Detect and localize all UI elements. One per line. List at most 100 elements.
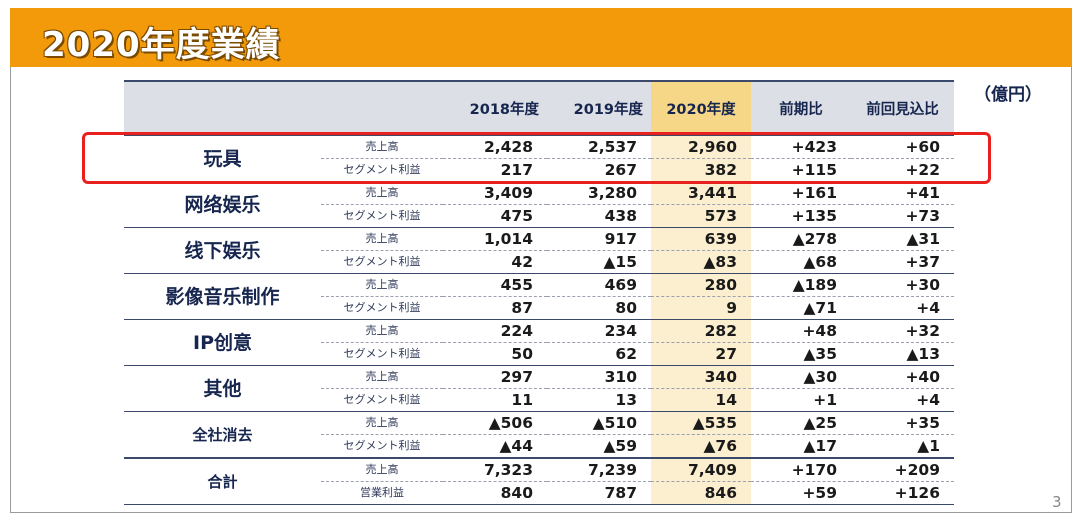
header-vs-forecast: 前回見込比 [851, 80, 954, 136]
cell-vs-forecast: +30 [851, 273, 954, 297]
cell-2018: 2,428 [443, 135, 547, 159]
cell-2020: 27 [651, 342, 751, 366]
cell-2019: ▲59 [547, 434, 651, 459]
table-row: 営業利益 840 787 846 +59 +126 [124, 481, 954, 505]
cell-yoy: +170 [751, 457, 851, 482]
cell-2019: 13 [547, 388, 651, 412]
cell-2018: 297 [443, 365, 547, 389]
row-item-label: 売上高 [321, 181, 443, 205]
cell-yoy: ▲71 [751, 296, 851, 320]
cell-2020: 639 [651, 227, 751, 251]
cell-2019: 80 [547, 296, 651, 320]
page-number: 3 [1052, 493, 1062, 511]
cell-2019: 469 [547, 273, 651, 297]
cell-2019: 917 [547, 227, 651, 251]
table-row: 影像音乐制作 売上高 455 469 280 ▲189 +30 [124, 273, 954, 320]
row-item-label: 売上高 [321, 457, 443, 482]
cell-yoy: ▲68 [751, 250, 851, 274]
cell-vs-forecast: +73 [851, 204, 954, 228]
cell-2020: 573 [651, 204, 751, 228]
cell-2020: 3,441 [651, 181, 751, 205]
cell-2020: 382 [651, 158, 751, 182]
cell-2020: 846 [651, 481, 751, 505]
segment-name-ip-creation: IP创意 [124, 319, 321, 366]
cell-2018: 3,409 [443, 181, 547, 205]
cell-2020: 9 [651, 296, 751, 320]
cell-2020: ▲83 [651, 250, 751, 274]
row-item-label: セグメント利益 [321, 434, 443, 459]
cell-2018: ▲44 [443, 434, 547, 459]
table-row: セグメント利益 475 438 573 +135 +73 [124, 204, 954, 228]
row-item-label: セグメント利益 [321, 342, 443, 366]
title-bar: 2020年度業績 [10, 8, 1072, 67]
cell-yoy: ▲278 [751, 227, 851, 251]
table-row: セグメント利益 87 80 9 ▲71 +4 [124, 296, 954, 320]
cell-vs-forecast: +126 [851, 481, 954, 505]
table-row: 玩具 売上高 2,428 2,537 2,960 +423 +60 [124, 135, 954, 182]
cell-yoy: +423 [751, 135, 851, 159]
row-item-label: 売上高 [321, 319, 443, 343]
row-item-label: セグメント利益 [321, 204, 443, 228]
cell-vs-forecast: +60 [851, 135, 954, 159]
cell-yoy: +59 [751, 481, 851, 505]
cell-2018: 455 [443, 273, 547, 297]
table-row: セグメント利益 50 62 27 ▲35 ▲13 [124, 342, 954, 366]
cell-vs-forecast: +40 [851, 365, 954, 389]
table-row: IP创意 売上高 224 234 282 +48 +32 [124, 319, 954, 366]
table-row: 网络娱乐 売上高 3,409 3,280 3,441 +161 +41 [124, 181, 954, 228]
cell-2020: ▲76 [651, 434, 751, 459]
table-row: 其他 売上高 297 310 340 ▲30 +40 [124, 365, 954, 412]
row-item-label: セグメント利益 [321, 250, 443, 274]
cell-vs-forecast: +4 [851, 296, 954, 320]
cell-yoy: ▲189 [751, 273, 851, 297]
segment-name-network-entertainment: 网络娱乐 [124, 181, 321, 228]
cell-2019: ▲15 [547, 250, 651, 274]
row-item-label: 売上高 [321, 411, 443, 435]
cell-2018: 87 [443, 296, 547, 320]
cell-yoy: +48 [751, 319, 851, 343]
cell-2020: 2,960 [651, 135, 751, 159]
unit-label: （億円） [974, 85, 1042, 105]
table-row: セグメント利益 42 ▲15 ▲83 ▲68 +37 [124, 250, 954, 274]
cell-2019: 787 [547, 481, 651, 505]
cell-yoy: ▲17 [751, 434, 851, 459]
cell-yoy: ▲30 [751, 365, 851, 389]
cell-2018: 50 [443, 342, 547, 366]
cell-2019: ▲510 [547, 411, 651, 435]
cell-vs-forecast: +4 [851, 388, 954, 412]
segment-name-offline-entertainment: 线下娱乐 [124, 227, 321, 274]
table-row: 线下娱乐 売上高 1,014 917 639 ▲278 ▲31 [124, 227, 954, 274]
cell-2019: 310 [547, 365, 651, 389]
cell-2020: ▲535 [651, 411, 751, 435]
header-item [321, 80, 443, 136]
segment-name-total: 合計 [124, 457, 321, 505]
header-segment [124, 80, 321, 136]
cell-yoy: +1 [751, 388, 851, 412]
cell-vs-forecast: +209 [851, 457, 954, 482]
segment-name-elimination: 全社消去 [124, 411, 321, 459]
header-2019: 2019年度 [547, 80, 651, 136]
cell-vs-forecast: ▲1 [851, 434, 954, 459]
cell-2019: 234 [547, 319, 651, 343]
table-row: セグメント利益 217 267 382 +115 +22 [124, 158, 954, 182]
cell-2018: 1,014 [443, 227, 547, 251]
cell-yoy: +161 [751, 181, 851, 205]
row-item-label: 売上高 [321, 227, 443, 251]
cell-2018: 475 [443, 204, 547, 228]
cell-yoy: ▲35 [751, 342, 851, 366]
row-item-label: 売上高 [321, 273, 443, 297]
page-title: 2020年度業績 [42, 25, 281, 65]
cell-2019: 62 [547, 342, 651, 366]
cell-2020: 340 [651, 365, 751, 389]
row-item-label: 営業利益 [321, 481, 443, 505]
cell-2020: 282 [651, 319, 751, 343]
cell-vs-forecast: +35 [851, 411, 954, 435]
cell-2019: 7,239 [547, 457, 651, 482]
cell-2018: 840 [443, 481, 547, 505]
cell-2018: 224 [443, 319, 547, 343]
row-item-label: セグメント利益 [321, 388, 443, 412]
segment-name-other: 其他 [124, 365, 321, 412]
results-table: 2018年度 2019年度 2020年度 前期比 前回見込比 玩具 売上高 2,… [124, 80, 954, 505]
cell-2018: 11 [443, 388, 547, 412]
cell-2020: 7,409 [651, 457, 751, 482]
